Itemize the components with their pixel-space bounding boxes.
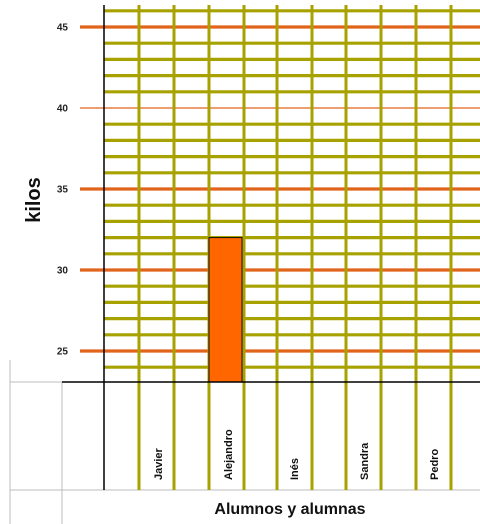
y-tick-label: 30: [57, 266, 69, 277]
category-label-3: Sandra: [359, 442, 371, 480]
y-tick-labels: 25 30 35 40 45: [57, 23, 69, 358]
category-labels: Javier Alejandro Inés Sandra Pedro: [153, 429, 441, 480]
bars: [208, 237, 243, 383]
bar-alejandro: [208, 237, 243, 383]
axes: [62, 5, 480, 490]
category-label-2: Inés: [289, 458, 301, 480]
vertical-gridlines: [137, 5, 453, 490]
y-tick-label: 35: [57, 185, 69, 196]
category-label-0: Javier: [153, 447, 165, 480]
category-label-1: Alejandro: [223, 429, 235, 480]
y-tick-label: 25: [57, 347, 69, 358]
category-label-4: Pedro: [429, 449, 441, 480]
y-axis-label: kilos: [23, 177, 45, 223]
y-tick-label: 45: [57, 23, 69, 34]
x-axis-label: Alumnos y alumnas: [214, 501, 365, 518]
y-tick-label: 40: [57, 104, 69, 115]
